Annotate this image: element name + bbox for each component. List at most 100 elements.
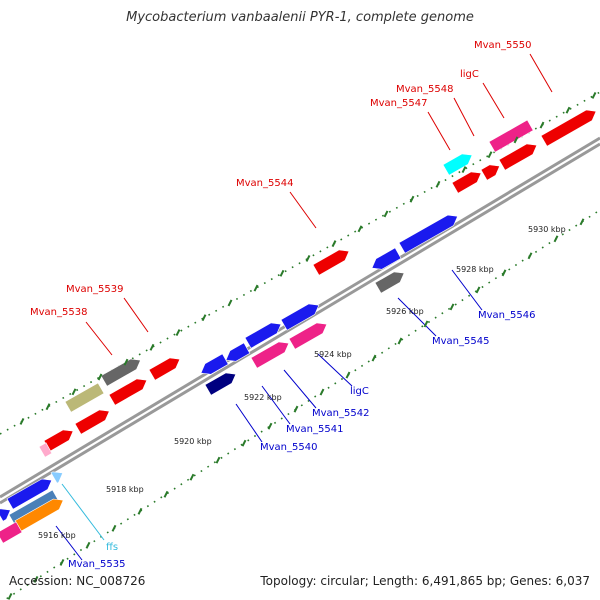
lower-tick-mark: [319, 388, 325, 396]
tick-label: 5930 kbp: [528, 225, 566, 234]
lower-tick-mark: [579, 218, 585, 226]
gene-arrow: [371, 247, 402, 270]
lower-tick-mark: [397, 337, 403, 345]
genome-info-label: Topology: circular; Length: 6,491,865 bp…: [260, 574, 590, 588]
upper-tick-mark: [435, 180, 441, 188]
leader-line: [85, 321, 113, 356]
tick-label: 5918 kbp: [106, 485, 144, 494]
tick-label: 5922 kbp: [244, 393, 282, 402]
leader-line: [529, 53, 553, 93]
upper-tick-mark: [149, 343, 155, 351]
gene-label-upper: ligC: [460, 69, 479, 80]
lower-tick-mark: [423, 320, 429, 328]
tick-label: 5924 kbp: [314, 350, 352, 359]
backbone-line-inner: [0, 142, 600, 505]
lower-tick-mark: [449, 303, 455, 311]
accession-label: Accession: NC_008726: [9, 574, 146, 588]
lower-tick-mark: [267, 422, 273, 430]
upper-tick-mark: [461, 166, 467, 173]
lower-tick-mark: [111, 524, 117, 532]
gene-arrow: [0, 508, 11, 522]
lower-tick-mark: [501, 269, 507, 277]
upper-dotted-line: [0, 91, 600, 435]
upper-tick-mark: [201, 314, 207, 322]
leader-line: [123, 297, 149, 333]
lower-tick-mark: [85, 541, 91, 549]
gene-arrow: [250, 341, 290, 369]
upper-tick-mark: [409, 195, 415, 203]
leader-line: [261, 385, 291, 425]
gene-features: [0, 109, 597, 544]
gene-arrow: [288, 322, 328, 350]
gene-label-upper: Mvan_5547: [370, 98, 427, 109]
lower-tick-mark: [189, 473, 195, 481]
lower-tick-mark: [371, 354, 377, 362]
gene-label-upper: Mvan_5538: [30, 307, 87, 318]
upper-tick-mark: [383, 210, 389, 218]
upper-tick-mark: [123, 358, 129, 366]
upper-tick-mark: [591, 91, 597, 99]
upper-tick-mark: [279, 269, 285, 277]
gene-arrow: [480, 164, 501, 181]
lower-tick-mark: [293, 405, 299, 413]
gene-arrow: [374, 271, 405, 294]
lower-tick-mark: [33, 575, 39, 583]
gene-arrow: [442, 153, 473, 176]
upper-tick-mark: [45, 403, 51, 411]
gene-label-upper: Mvan_5544: [236, 178, 293, 189]
gene-box: [488, 119, 534, 153]
gene-arrow: [6, 478, 53, 510]
lower-tick-mark: [59, 558, 65, 566]
gene-arrow: [280, 303, 320, 331]
gene-box: [0, 521, 23, 544]
lower-tick-mark: [163, 490, 169, 498]
lower-tick-mark: [553, 235, 559, 243]
upper-tick-mark: [539, 121, 545, 129]
gene-arrow: [244, 322, 282, 349]
gene-label-lower: Mvan_5546: [478, 310, 535, 321]
upper-tick-mark: [97, 373, 103, 381]
upper-tick-mark: [227, 299, 233, 307]
gene-arrow: [498, 143, 538, 171]
upper-tick-mark: [253, 284, 259, 292]
gene-arrow: [312, 249, 350, 276]
gene-box: [64, 382, 105, 413]
gene-arrow: [74, 409, 110, 435]
kbp-ticks: 5916 kbp 5918 kbp 5920 kbp 5922 kbp 5924 kbp…: [7, 91, 597, 600]
gene-label-upper: Mvan_5550: [474, 40, 531, 51]
gene-arrow: [200, 353, 229, 375]
leader-line: [235, 403, 263, 443]
upper-tick-mark: [487, 151, 493, 159]
tick-label: 5928 kbp: [456, 265, 494, 274]
upper-tick-mark: [19, 418, 25, 425]
lower-tick-mark: [527, 252, 533, 260]
upper-tick-mark: [357, 225, 363, 233]
gene-arrow: [398, 214, 459, 254]
gene-arrow: [225, 342, 251, 362]
upper-tick-mark: [71, 388, 77, 396]
lower-tick-mark: [241, 439, 247, 447]
gene-arrow: [451, 171, 482, 194]
gene-label-lower: Mvan_5545: [432, 336, 489, 347]
gene-arrow: [108, 378, 148, 406]
gene-arrow: [148, 357, 181, 381]
upper-tick-mark: [565, 106, 571, 114]
lower-tick-mark: [137, 507, 143, 515]
upper-tick-mark: [175, 329, 181, 336]
gene-label-upper: Mvan_5548: [396, 84, 453, 95]
lower-tick-mark: [345, 371, 351, 379]
leader-line: [289, 191, 317, 229]
tick-label: 5926 kbp: [386, 307, 424, 316]
leader-line: [61, 483, 105, 541]
lower-tick-mark: [215, 456, 221, 464]
leader-line: [482, 82, 505, 119]
leader-line: [283, 369, 317, 409]
gene-arrow: [50, 471, 64, 484]
lower-tick-mark: [475, 286, 481, 294]
leader-line: [451, 269, 483, 311]
leader-line: [397, 297, 437, 337]
gene-label-lower: Mvan_5535: [68, 559, 125, 570]
leader-line: [317, 353, 353, 387]
gene-label-lower: Mvan_5541: [286, 424, 343, 435]
